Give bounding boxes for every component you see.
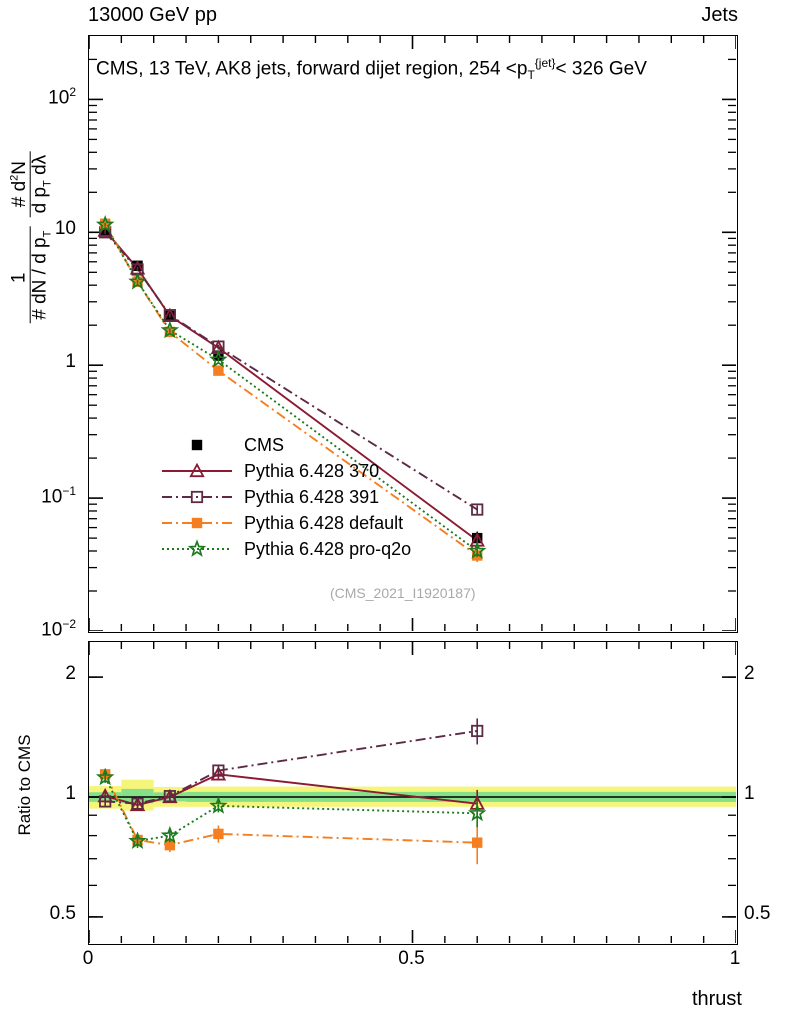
legend-key-2: [160, 486, 234, 508]
ylabel-den-1: # d: [9, 180, 31, 208]
data-point-2-4: [471, 503, 484, 516]
ratio-data-point-1-4: [471, 724, 484, 738]
legend-key-1: [160, 460, 234, 482]
plot-title-sup: {jet}: [534, 56, 556, 70]
ratio-y-tick-label-left-2: 0.5: [49, 902, 76, 924]
collision-energy-label: 13000 GeV pp: [88, 4, 217, 26]
legend-label-2: Pythia 6.428 391: [244, 486, 380, 507]
ylabel-den-3-sub: T: [41, 180, 54, 187]
legend-key-4: [160, 538, 234, 560]
ratio-data-point-2-3: [213, 828, 224, 840]
legend-label-3: Pythia 6.428 default: [244, 512, 404, 533]
ylabel-den-4: dλ: [29, 154, 51, 175]
legend-entry-1[interactable]: Pythia 6.428 370: [160, 458, 411, 484]
ratio-plot-panel: [88, 641, 738, 945]
ylabel-den-sup: 2: [8, 174, 21, 181]
legend-marker-1: [189, 462, 205, 478]
ratio-data-point-3-4: [467, 803, 487, 822]
ratio-y-tick-label-left-1: 1: [65, 783, 76, 804]
x-axis-label: thrust: [691, 988, 742, 1010]
legend-label-1: Pythia 6.428 370: [244, 460, 380, 481]
ylabel-num-2: # dN / d p: [29, 237, 51, 320]
legend: CMS Pythia 6.428 370 Pythia 6.428 391 Pythi…: [160, 432, 411, 562]
uncertainty-band-green-1: [121, 788, 154, 804]
legend-key-3: [160, 512, 234, 534]
data-point-4-1: [128, 271, 147, 290]
legend-marker-4: [187, 539, 207, 557]
x-tick-label-1: 0.5: [398, 948, 425, 969]
ratio-data-point-3-1: [128, 831, 147, 849]
legend-key-0: [160, 434, 234, 456]
data-point-0-3: [213, 350, 224, 361]
ratio-y-tick-label-left-0: 2: [65, 663, 76, 685]
main-y-tick-label-0: 102: [48, 85, 76, 109]
main-y-tick-label-3: 10−1: [41, 484, 76, 508]
ratio-data-point-1-1: [131, 797, 144, 810]
data-point-0-1: [132, 260, 143, 271]
ratio-data-point-1-0: [99, 795, 112, 808]
main-plot-canvas: [89, 36, 736, 631]
plot-title-post: < 326 GeV: [555, 58, 647, 80]
ratio-data-point-1-3: [212, 764, 225, 777]
ratio-series-line-2: [104, 773, 478, 847]
x-tick-label-0: 0: [82, 948, 94, 969]
legend-entry-2[interactable]: Pythia 6.428 391: [160, 484, 411, 510]
ratio-data-point-3-2: [160, 825, 180, 844]
ratio-data-point-2-2: [164, 839, 176, 851]
ratio-plot-canvas: [89, 642, 736, 943]
ratio-y-tick-label-right-2: 0.5: [744, 902, 771, 924]
ratio-data-point-2-4: [472, 837, 483, 848]
main-y-tick-label-4: 10−2: [41, 617, 76, 641]
data-point-2-2: [163, 309, 176, 322]
legend-entry-3[interactable]: Pythia 6.428 default: [160, 510, 411, 536]
data-point-4-3: [209, 349, 228, 368]
main-y-tick-label-1: 10: [54, 218, 76, 240]
legend-marker-2: [190, 490, 204, 504]
ylabel-num-1: 1: [8, 272, 30, 284]
legend-marker-3: [191, 517, 203, 529]
ratio-data-point-0-1: [129, 796, 146, 812]
ylabel-den-3: d p: [29, 186, 51, 214]
ratio-y-tick-label-right-1: 1: [744, 783, 755, 804]
data-point-4-0: [95, 215, 115, 233]
ratio-y-tick-label-right-0: 2: [744, 663, 755, 685]
legend-entry-4[interactable]: Pythia 6.428 pro-q2o: [160, 536, 411, 562]
plot-title-sub: T: [527, 68, 535, 83]
ratio-data-point-1-2: [163, 790, 176, 803]
legend-label-4: Pythia 6.428 pro-q2o: [244, 538, 412, 559]
ylabel-den-2: N: [9, 160, 31, 175]
ratio-data-point-3-3: [209, 796, 228, 814]
legend-entry-0[interactable]: CMS: [160, 432, 411, 458]
legend-marker-0: [191, 439, 203, 451]
data-point-4-2: [160, 320, 180, 339]
data-point-3-3: [213, 365, 224, 376]
data-point-4-4: [467, 541, 487, 559]
x-tick-label-2: 1: [729, 948, 741, 969]
main-plot-panel: [88, 35, 738, 633]
plot-title: CMS, 13 TeV, AK8 jets, forward dijet reg…: [96, 56, 647, 82]
analysis-category-label: Jets: [701, 4, 738, 26]
legend-label-0: CMS: [244, 434, 284, 455]
plot-title-pre: CMS, 13 TeV, AK8 jets, forward dijet reg…: [96, 58, 528, 80]
main-y-tick-label-2: 1: [65, 351, 76, 373]
ratio-data-point-0-3: [210, 766, 227, 781]
ratio-data-point-3-0: [95, 767, 115, 786]
analysis-id-watermark: (CMS_2021_I1920187): [330, 585, 476, 601]
